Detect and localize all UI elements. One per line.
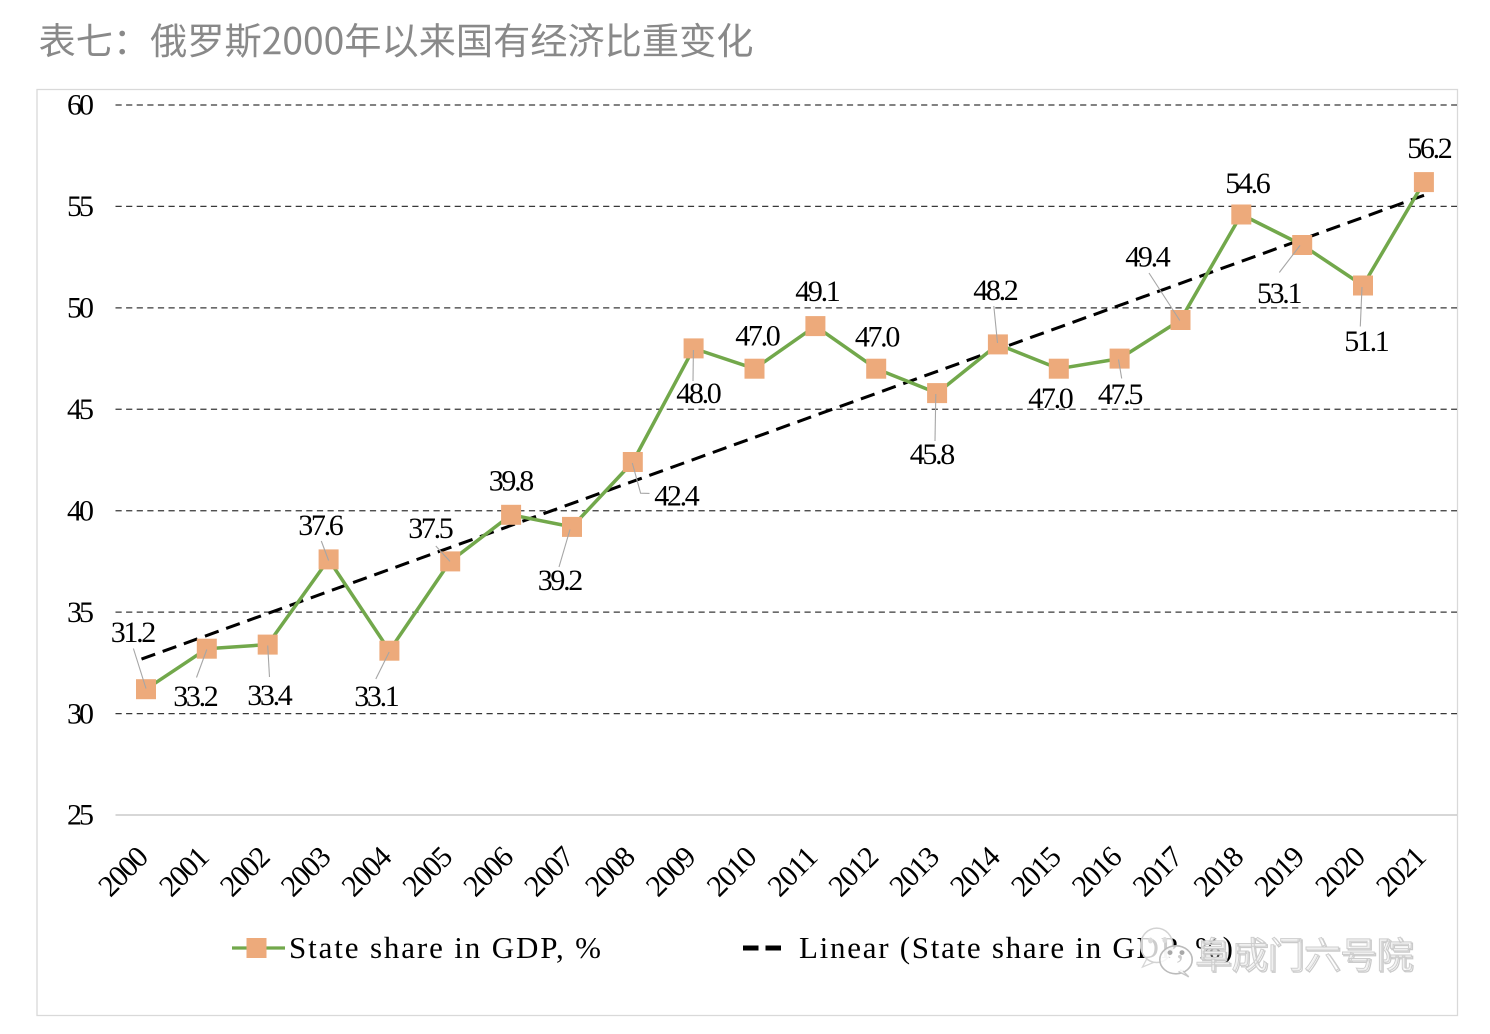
svg-text:55: 55	[67, 190, 94, 223]
svg-text:53.1: 53.1	[1257, 277, 1303, 310]
svg-text:50: 50	[67, 292, 94, 325]
svg-text:45: 45	[67, 393, 94, 426]
svg-text:40: 40	[67, 494, 94, 527]
svg-text:47.0: 47.0	[735, 320, 781, 353]
svg-text:56.2: 56.2	[1407, 132, 1453, 165]
svg-text:54.6: 54.6	[1225, 167, 1271, 200]
svg-text:33.2: 33.2	[173, 680, 219, 713]
svg-text:42.4: 42.4	[654, 480, 700, 513]
svg-text:45.8: 45.8	[910, 438, 956, 471]
svg-text:47.0: 47.0	[855, 321, 901, 354]
svg-text:47.5: 47.5	[1098, 378, 1144, 411]
svg-text:30: 30	[67, 697, 94, 730]
svg-text:49.4: 49.4	[1125, 241, 1171, 274]
svg-text:49.1: 49.1	[795, 275, 841, 308]
svg-text:33.4: 33.4	[247, 679, 293, 712]
svg-text:48.0: 48.0	[676, 377, 722, 410]
svg-text:48.2: 48.2	[973, 274, 1019, 307]
svg-text:47.0: 47.0	[1028, 382, 1074, 415]
svg-text:39.8: 39.8	[489, 465, 535, 498]
svg-text:State share in GDP, %: State share in GDP, %	[289, 930, 601, 965]
svg-text:39.2: 39.2	[538, 564, 584, 597]
svg-text:37.6: 37.6	[298, 509, 344, 542]
svg-text:31.2: 31.2	[111, 616, 157, 649]
svg-text:60: 60	[67, 89, 94, 122]
svg-text:25: 25	[67, 799, 94, 832]
svg-text:33.1: 33.1	[354, 680, 400, 713]
svg-text:51.1: 51.1	[1344, 325, 1390, 358]
svg-text:35: 35	[67, 596, 94, 629]
svg-text:37.5: 37.5	[408, 512, 454, 545]
